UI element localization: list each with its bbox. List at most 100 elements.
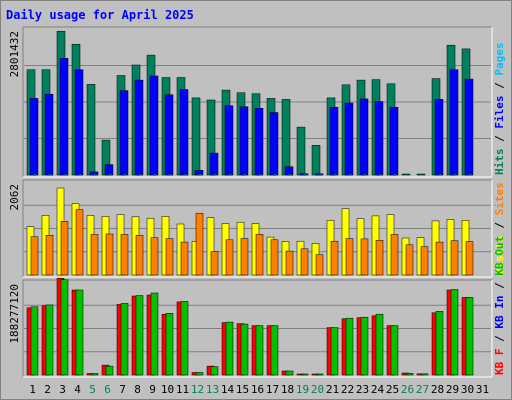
- bar-files-day-6: [104, 164, 114, 176]
- bar-files-day-28: [434, 99, 444, 176]
- bar-sites-day-6: [105, 233, 114, 276]
- bar-sites-day-27: [420, 246, 429, 276]
- bar-sites-day-19: [300, 248, 309, 276]
- x-tick-label: 23: [356, 383, 369, 396]
- x-tick-label: 9: [149, 383, 156, 396]
- bar-pages-day-6: [107, 173, 113, 176]
- x-tick-label: 14: [221, 383, 235, 396]
- bar-sites-day-29: [450, 240, 459, 276]
- bar-sites-day-1: [30, 236, 39, 276]
- bar-kb-out-day-9: [150, 292, 159, 376]
- bar-kb-out-day-24: [375, 313, 384, 376]
- bar-pages-day-29: [452, 173, 458, 176]
- bar-kb-out-day-1: [30, 306, 39, 376]
- bar-pages-day-18: [287, 173, 293, 176]
- bar-files-day-30: [464, 78, 474, 176]
- bar-sites-day-10: [165, 238, 174, 276]
- legend-entry-0: KB F: [493, 349, 506, 376]
- bar-files-day-13: [209, 152, 219, 176]
- legend-entry-4: Pages: [493, 43, 506, 76]
- bar-files-day-8: [134, 79, 144, 176]
- legend-entry-4: KB Out: [493, 236, 506, 276]
- legend-entry-2: Sites: [493, 182, 506, 215]
- legend-entry-2: Files: [493, 96, 506, 129]
- panel-visits-sites: 2062 Visits / Sites: [8, 179, 506, 278]
- bar-pages-day-13: [212, 173, 218, 176]
- bar-kb-out-day-7: [120, 303, 129, 376]
- bar-sites-day-5: [90, 234, 99, 276]
- bar-sites-day-8: [135, 235, 144, 276]
- bar-pages-day-23: [362, 173, 368, 176]
- x-tick-label: 5: [89, 383, 96, 396]
- bar-sites-day-4: [75, 209, 84, 276]
- bar-sites-day-22: [345, 238, 354, 276]
- legend-entry-0: Hits: [493, 149, 506, 176]
- bar-sites-day-12: [195, 212, 204, 276]
- legend-entry-3: /: [493, 76, 506, 96]
- x-tick-label: 20: [311, 383, 324, 396]
- bar-sites-day-24: [375, 240, 384, 276]
- bar-kb-out-day-8: [135, 295, 144, 376]
- x-tick-label: 22: [341, 383, 354, 396]
- x-tick-label: 1: [29, 383, 36, 396]
- x-tick-label: 17: [266, 383, 279, 396]
- bar-kb-out-day-2: [45, 304, 54, 376]
- bar-pages-day-7: [122, 173, 128, 176]
- bar-files-day-1: [29, 98, 39, 176]
- panel-hits-files-pages: 2801432 Hits / Files / Pages: [8, 26, 506, 178]
- bar-kb-out-day-17: [270, 325, 279, 376]
- x-tick-label: 30: [461, 383, 474, 396]
- bar-sites-day-17: [270, 239, 279, 276]
- bar-kb-out-day-4: [75, 289, 84, 376]
- x-tick-label: 3: [59, 383, 66, 396]
- bar-pages-day-22: [347, 173, 353, 176]
- x-tick-label: 7: [119, 383, 126, 396]
- x-tick-label: 26: [401, 383, 414, 396]
- bar-sites-day-20: [315, 254, 324, 276]
- bar-files-day-3: [59, 58, 69, 176]
- bar-files-day-11: [179, 89, 189, 176]
- bar-pages-day-2: [47, 173, 53, 176]
- x-tick-label: 24: [371, 383, 385, 396]
- bar-kb-out-day-19: [300, 373, 309, 376]
- bar-hits-day-19: [296, 126, 306, 176]
- bar-kb-out-day-14: [225, 321, 234, 376]
- bar-pages-day-16: [257, 173, 263, 176]
- x-tick-label: 31: [476, 383, 489, 396]
- bar-kb-out-day-20: [315, 373, 324, 376]
- x-tick-label: 21: [326, 383, 339, 396]
- legend-entry-1: /: [493, 329, 506, 349]
- bar-files-day-21: [329, 106, 339, 176]
- x-tick-label: 15: [236, 383, 249, 396]
- bar-kb-out-day-29: [450, 289, 459, 376]
- bar-sites-day-2: [45, 235, 54, 276]
- bar-kb-out-day-10: [165, 313, 174, 376]
- bar-kb-out-day-30: [465, 297, 474, 376]
- bar-sites-day-13: [210, 251, 219, 276]
- bar-pages-day-1: [32, 173, 38, 176]
- x-tick-label: 12: [191, 383, 204, 396]
- x-tick-label: 16: [251, 383, 264, 396]
- x-tick-label: 19: [296, 383, 309, 396]
- bar-pages-day-11: [182, 173, 188, 176]
- x-tick-label: 13: [206, 383, 219, 396]
- bar-kb-out-day-12: [195, 372, 204, 376]
- bar-sites-day-7: [120, 234, 129, 276]
- bar-hits-day-18: [281, 99, 291, 176]
- bar-files-day-29: [449, 69, 459, 176]
- bar-sites-day-23: [360, 238, 369, 276]
- bar-kb-out-day-13: [210, 366, 219, 376]
- x-axis-day-labels: 1 2 3 4 5 6 7 8 9 10 11 12 13 14 15 16 17 18 19 20 21 22 23 24 2…: [29, 383, 489, 396]
- bar-pages-day-24: [377, 173, 383, 176]
- bar-files-day-25: [389, 106, 399, 176]
- bar-sites-day-25: [390, 234, 399, 276]
- bar-kb-out-day-15: [240, 323, 249, 376]
- x-tick-label: 8: [134, 383, 141, 396]
- x-tick-label: 11: [176, 383, 189, 396]
- legend-visits-sites: Visits / Sites: [493, 182, 506, 275]
- x-tick-label: 25: [386, 383, 399, 396]
- chart-panels: 2801432 Hits / Files / Pages 2062 Visits / …: [8, 26, 506, 378]
- bar-kb-out-day-22: [345, 317, 354, 376]
- bar-pages-day-14: [227, 173, 233, 176]
- bar-sites-day-30: [465, 241, 474, 276]
